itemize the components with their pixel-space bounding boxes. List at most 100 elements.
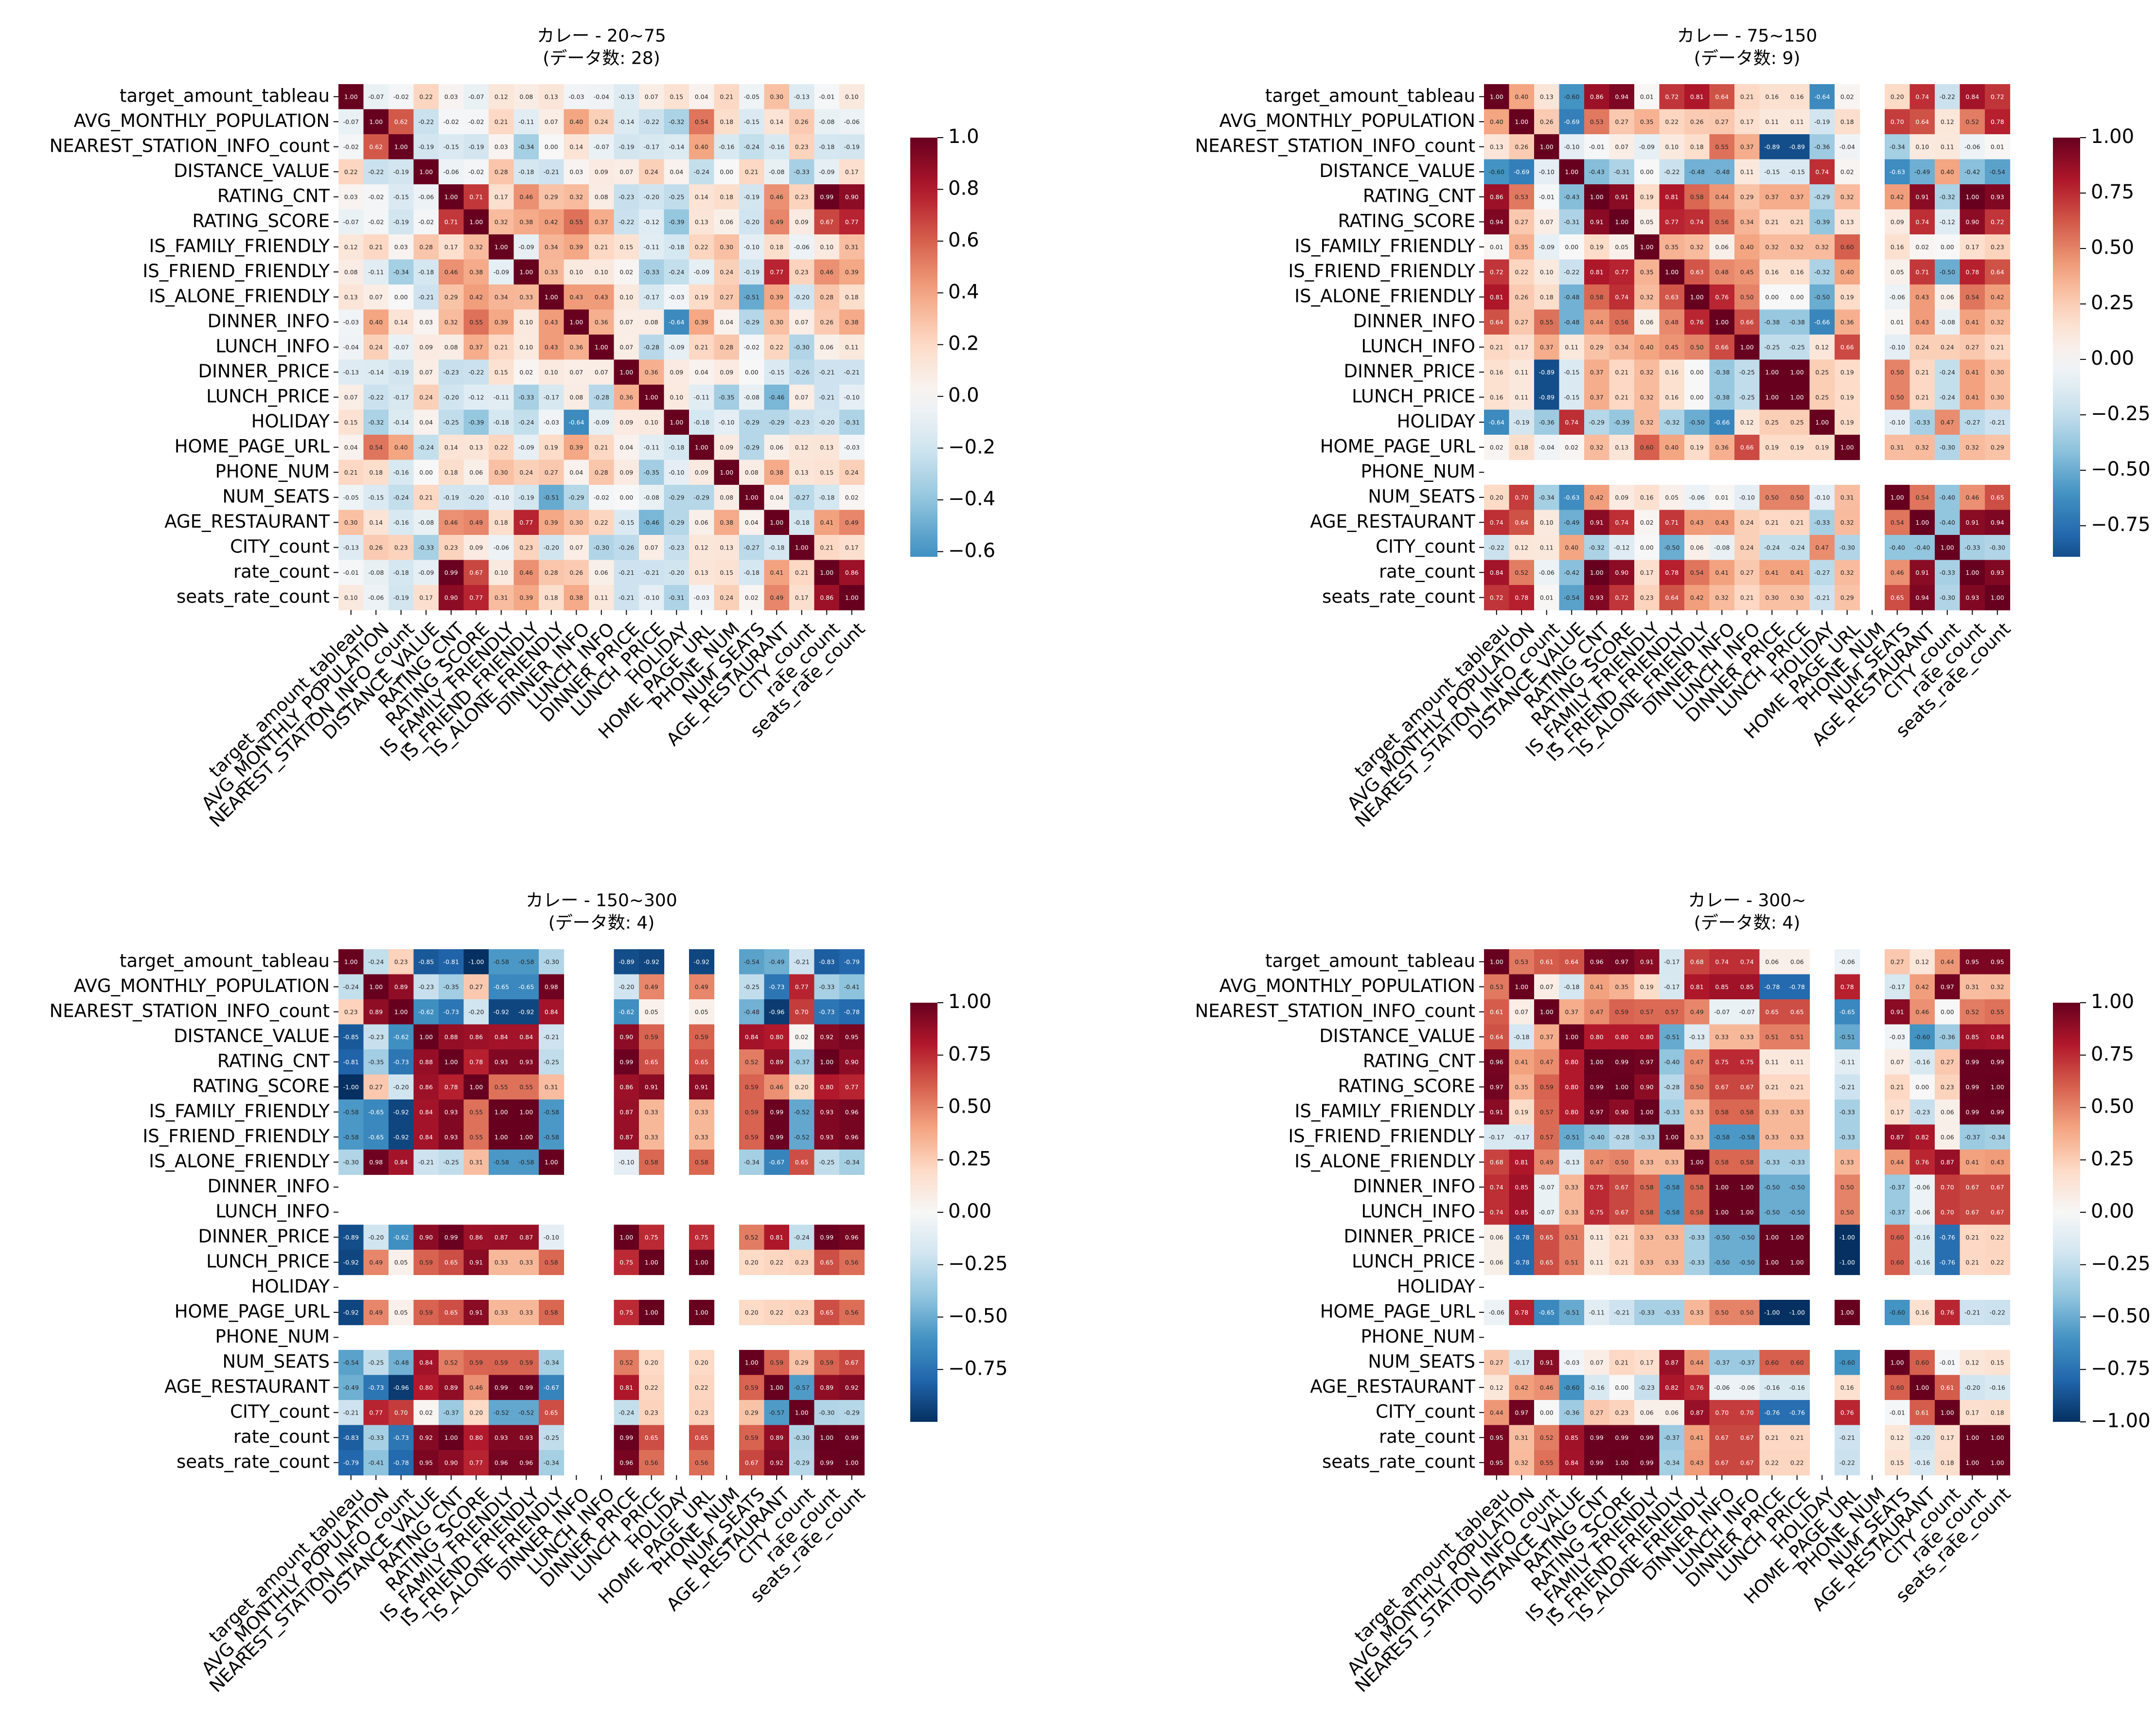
cell-value-label: 0.09 <box>795 218 809 226</box>
cell-value-label: 0.35 <box>1515 243 1528 250</box>
cell-value-label: 1.00 <box>1715 1208 1729 1216</box>
cell-value-label: 0.84 <box>419 1359 433 1366</box>
cell-value-label: 0.54 <box>369 443 383 451</box>
cell-value-label: 0.37 <box>1740 143 1754 150</box>
heatmap-cell <box>839 409 865 435</box>
y-tick-label: IS_FRIEND_FRIENDLY <box>142 261 330 282</box>
cell-value-label: -0.62 <box>418 1008 434 1015</box>
cell-value-label: -0.01 <box>819 93 834 100</box>
heatmap-cell <box>614 84 639 110</box>
cell-value-label: 0.17 <box>444 243 458 250</box>
y-tick-label: RATING_CNT <box>1363 1050 1476 1071</box>
cell-value-label: 0.65 <box>444 1258 458 1266</box>
cell-value-label: 0.41 <box>1515 1058 1528 1065</box>
cell-value-label: -0.43 <box>1564 193 1579 200</box>
heatmap-cell <box>614 485 639 511</box>
heatmap-cell <box>664 485 689 511</box>
heatmap-cell <box>739 109 765 135</box>
y-tick-label: LUNCH_PRICE <box>1352 386 1475 407</box>
cell-value-label: -0.20 <box>1964 1384 1980 1391</box>
cell-value-label: -0.76 <box>1940 1258 1955 1266</box>
heatmap-cell <box>413 234 439 260</box>
heatmap-cell <box>564 184 589 210</box>
cell-value-label: 0.89 <box>394 983 408 991</box>
cell-value-label: -0.16 <box>719 143 734 150</box>
cell-value-label: 0.00 <box>394 293 408 301</box>
cell-value-label: 0.21 <box>369 243 383 250</box>
cell-value-label: -0.22 <box>1839 1459 1855 1466</box>
y-tick-label: DISTANCE_VALUE <box>174 160 330 181</box>
heatmap-cell <box>413 335 439 360</box>
heatmap-cell <box>739 309 765 335</box>
cell-value-label: 0.51 <box>1790 1033 1804 1041</box>
cell-value-label: 0.70 <box>394 1409 408 1416</box>
cell-value-label: -0.24 <box>518 419 534 426</box>
cell-value-label: 0.60 <box>1840 243 1854 250</box>
cell-value-label: -0.24 <box>1940 393 1955 401</box>
cell-value-label: -0.50 <box>1789 1184 1805 1191</box>
heatmap-cell <box>639 284 665 310</box>
cell-value-label: 0.44 <box>1490 1409 1503 1416</box>
cell-value-label: -0.22 <box>1664 168 1679 176</box>
y-tick-label: IS_FAMILY_FRIENDLY <box>149 235 330 256</box>
cell-value-label: -0.10 <box>719 419 734 426</box>
heatmap-cell <box>714 209 740 235</box>
cell-value-label: 0.46 <box>444 519 458 526</box>
cell-value-label: 0.51 <box>1765 1033 1779 1041</box>
cell-value-label: 0.49 <box>695 983 708 991</box>
cell-value-label: 0.50 <box>1690 343 1704 351</box>
cell-value-label: 0.37 <box>1565 1008 1578 1015</box>
cell-value-label: 0.30 <box>770 319 783 326</box>
cell-value-label: -0.73 <box>393 1434 409 1441</box>
cell-value-label: 0.30 <box>1991 369 2004 376</box>
cell-value-label: -0.26 <box>794 369 810 376</box>
cell-value-label: 0.03 <box>394 243 408 250</box>
cell-value-label: 0.81 <box>1515 1158 1528 1166</box>
cell-value-label: 0.47 <box>1941 419 1954 426</box>
heatmap-cell <box>614 284 639 310</box>
cell-value-label: 1.00 <box>344 93 358 100</box>
cell-value-label: -0.19 <box>518 494 534 501</box>
cell-value-label: 1.00 <box>1740 343 1754 351</box>
cell-value-label: 0.11 <box>1790 118 1804 125</box>
cell-value-label: 0.99 <box>1615 1434 1628 1441</box>
cell-value-label: -0.24 <box>1789 544 1805 551</box>
heatmap-cell <box>363 159 389 185</box>
cell-value-label: 0.33 <box>495 1309 508 1316</box>
cell-value-label: 0.19 <box>1690 443 1704 451</box>
heatmap-cell <box>664 209 689 235</box>
cell-value-label: 1.00 <box>369 983 383 991</box>
heatmap-cell <box>689 209 715 235</box>
cell-value-label: 0.26 <box>1540 118 1554 125</box>
cell-value-label: 0.38 <box>720 519 733 526</box>
cell-value-label: 0.21 <box>1915 369 1929 376</box>
cell-value-label: 0.67 <box>1740 1434 1754 1441</box>
cell-value-label: 1.00 <box>369 118 383 125</box>
heatmap-cell <box>513 109 539 135</box>
cell-value-label: 0.31 <box>1891 443 1904 451</box>
cell-value-label: -0.21 <box>1990 419 2005 426</box>
cell-value-label: 0.12 <box>1490 1384 1503 1391</box>
cell-value-label: 0.75 <box>1715 1058 1729 1065</box>
cell-value-label: 0.82 <box>1665 1384 1679 1391</box>
cell-value-label: 0.28 <box>495 168 508 176</box>
cell-value-label: 0.30 <box>344 519 358 526</box>
cell-value-label: 0.86 <box>619 1083 633 1091</box>
cell-value-label: -0.30 <box>1940 443 1955 451</box>
cell-value-label: -0.29 <box>844 1409 860 1416</box>
cell-value-label: -0.17 <box>1514 1134 1529 1141</box>
cell-value-label: 0.06 <box>1490 1258 1503 1266</box>
cell-value-label: -0.10 <box>1564 143 1579 150</box>
cell-value-label: 0.26 <box>1515 143 1528 150</box>
heatmap-cell <box>413 385 439 410</box>
heatmap-cell <box>639 234 665 260</box>
cell-value-label: 0.59 <box>745 1083 759 1091</box>
cell-value-label: 0.92 <box>845 1384 859 1391</box>
cell-value-label: 0.27 <box>545 469 558 476</box>
cell-value-label: -0.49 <box>769 958 784 965</box>
heatmap-cell <box>639 84 665 110</box>
cell-value-label: 0.21 <box>1965 1234 1979 1241</box>
cell-value-label: -0.02 <box>744 343 760 351</box>
cell-value-label: -0.21 <box>343 1409 359 1416</box>
heatmap-cell <box>513 309 539 335</box>
